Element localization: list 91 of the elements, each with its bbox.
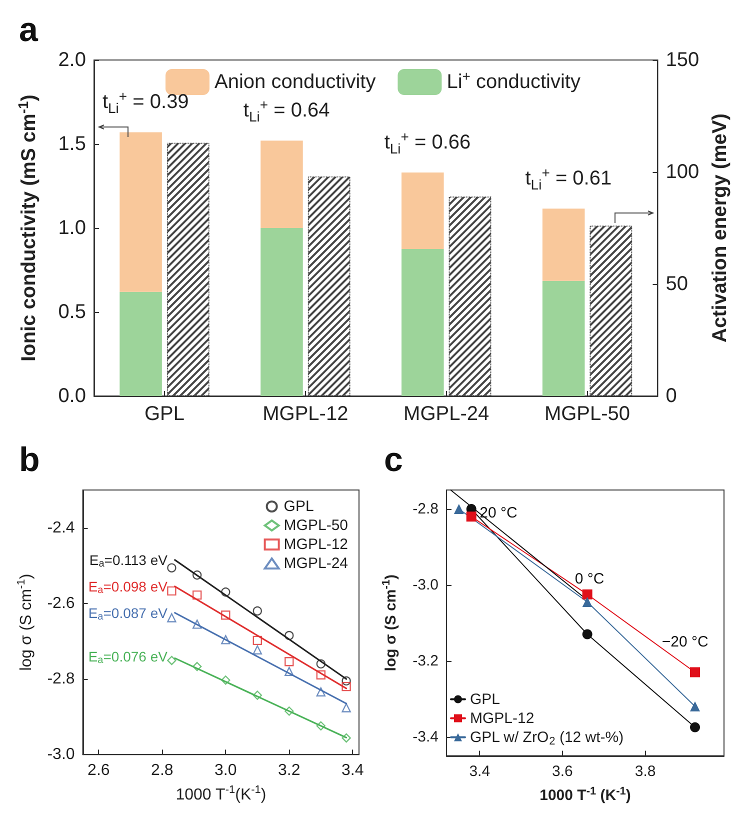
point	[192, 662, 202, 672]
bar	[260, 140, 303, 228]
x-tick-label: 3.0	[214, 762, 237, 780]
legend-label: MGPL-12	[284, 536, 348, 553]
point	[342, 676, 351, 686]
point	[221, 635, 230, 644]
legend-label: GPL	[284, 498, 314, 515]
point	[466, 512, 476, 522]
point	[316, 721, 326, 730]
x-tick-label: GPL	[144, 403, 184, 425]
annotation: 20 °C	[480, 504, 518, 522]
point	[167, 563, 176, 572]
x-tick-label: 3.4	[469, 762, 490, 780]
x-tick-label: 3.8	[634, 762, 656, 780]
point	[284, 630, 294, 640]
point	[252, 636, 262, 646]
legend-label: MGPL-12	[470, 710, 534, 727]
bar	[542, 208, 585, 281]
y2-tick-label: 50	[666, 273, 688, 295]
y-tick-label: 2.0	[58, 49, 86, 71]
bar	[402, 172, 444, 249]
y-tick-label: 1.5	[58, 133, 86, 155]
y2-tick-label: 150	[666, 49, 700, 71]
point	[221, 587, 230, 597]
point	[284, 666, 294, 676]
y-tick-label: -3.0	[47, 746, 75, 764]
point	[284, 657, 294, 666]
x-tick-label: 3.6	[552, 762, 573, 780]
y-tick-label: -3.2	[412, 652, 438, 670]
x-tick-label: 2.8	[151, 762, 174, 780]
point	[582, 629, 592, 640]
point	[342, 733, 351, 743]
y-tick-label: -2.4	[47, 519, 75, 536]
legend-label: GPL	[470, 690, 500, 708]
point	[342, 703, 351, 712]
y-tick-label: -2.8	[412, 500, 438, 518]
bar	[120, 132, 162, 292]
point	[690, 667, 700, 678]
y-tick-label: -3.4	[412, 728, 438, 746]
point	[167, 586, 176, 596]
y-tick-label: 0.5	[58, 301, 86, 323]
point	[192, 620, 202, 629]
point	[192, 570, 202, 580]
point	[342, 682, 351, 692]
x-tick-label: MGPL-24	[404, 403, 490, 425]
annotation: −20 °C	[662, 633, 708, 650]
x-tick-label: 3.4	[342, 762, 364, 780]
point	[221, 610, 230, 620]
y-tick-label: -2.6	[47, 594, 75, 612]
point	[316, 687, 326, 696]
y-axis-title: log σ (S cm-1)	[380, 574, 400, 672]
y-axis-title: log σ (S cm-1)	[16, 574, 35, 671]
point	[192, 590, 202, 600]
point	[221, 676, 230, 685]
y2-axis-title: Activation energy (meV)	[709, 114, 731, 342]
point	[690, 722, 700, 732]
point	[690, 701, 700, 712]
chart-title: a	[19, 11, 39, 49]
legend-label: Li+ conductivity	[446, 68, 581, 93]
point	[252, 645, 262, 654]
point	[167, 656, 176, 666]
legend-label: MGPL-50	[284, 517, 348, 534]
chart-title: b	[19, 441, 40, 479]
legend-label: MGPL-24	[284, 555, 348, 572]
x-tick-label: MGPL-12	[262, 403, 348, 425]
point	[284, 706, 294, 716]
x-tick-label: MGPL-50	[544, 403, 630, 425]
y2-tick-label: 100	[666, 161, 700, 183]
x-tick-label: 2.6	[88, 762, 110, 780]
bar	[402, 249, 444, 396]
chart-title: c	[384, 441, 403, 479]
point	[252, 690, 262, 700]
point	[252, 606, 262, 616]
bar	[260, 228, 303, 396]
x-tick-label: 3.2	[278, 762, 300, 780]
point	[454, 504, 464, 514]
y-tick-label: 1.0	[58, 217, 86, 239]
y-tick-label: -2.8	[47, 670, 75, 688]
bar	[120, 292, 162, 396]
bar	[542, 280, 585, 396]
point	[582, 589, 592, 600]
y-axis-title: Ionic conductivity (mS cm-1)	[15, 94, 40, 362]
point	[316, 670, 326, 680]
legend-label: Anion conductivity	[214, 71, 376, 93]
point	[167, 613, 176, 622]
y2-tick-label: 0	[666, 385, 677, 407]
y-tick-label: 0.0	[58, 385, 86, 407]
annotation: 0 °C	[574, 570, 604, 588]
point	[582, 596, 592, 607]
y-tick-label: -3.0	[412, 576, 438, 594]
point	[316, 659, 326, 668]
